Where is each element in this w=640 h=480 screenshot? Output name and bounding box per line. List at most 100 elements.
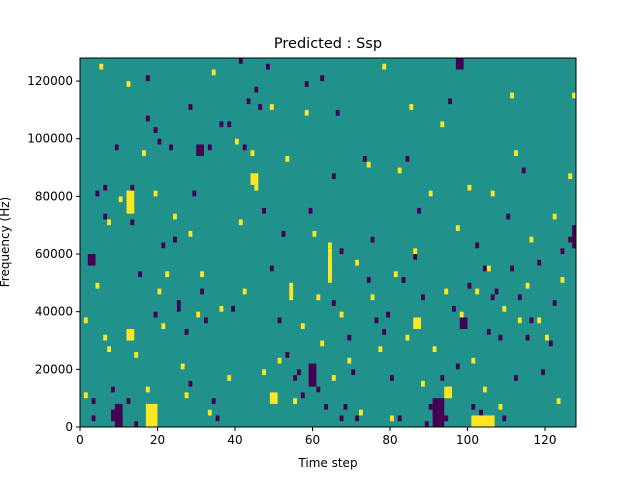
- low-value-cell: [490, 294, 495, 301]
- low-value-cell: [521, 167, 526, 174]
- high-value-cell: [483, 386, 487, 393]
- low-value-block: [114, 403, 123, 427]
- low-value-cell: [192, 190, 197, 197]
- high-value-cell: [207, 409, 212, 416]
- low-value-cell: [386, 311, 390, 318]
- low-value-cell: [362, 156, 367, 162]
- low-value-cell: [308, 207, 313, 214]
- low-value-cell: [269, 265, 274, 272]
- high-value-cell: [475, 288, 480, 295]
- low-value-cell: [103, 184, 108, 191]
- high-value-block: [413, 317, 421, 329]
- low-value-cell: [258, 104, 263, 110]
- low-value-cell: [262, 207, 266, 214]
- high-value-cell: [421, 380, 425, 387]
- low-value-cell: [114, 144, 119, 151]
- y-tick-label: 60000: [35, 247, 73, 261]
- low-value-cell: [510, 265, 514, 272]
- low-value-cell: [444, 415, 449, 422]
- high-value-block: [444, 386, 452, 399]
- low-value-cell: [266, 63, 270, 70]
- low-value-cell: [382, 328, 387, 335]
- low-value-cell: [242, 144, 247, 151]
- high-value-cell: [250, 150, 255, 157]
- high-value-cell: [331, 375, 336, 381]
- high-value-cell: [184, 392, 189, 399]
- low-value-cell: [111, 386, 115, 393]
- high-value-cell: [471, 357, 476, 364]
- high-value-cell: [107, 219, 111, 226]
- low-value-cell: [355, 415, 359, 422]
- low-value-cell: [339, 248, 344, 255]
- low-value-cell: [568, 236, 573, 243]
- high-value-cell: [568, 173, 573, 180]
- low-value-cell: [320, 75, 325, 82]
- high-value-cell: [277, 357, 282, 364]
- y-tick-label: 120000: [27, 74, 73, 88]
- low-value-cell: [227, 121, 232, 128]
- high-value-cell: [370, 294, 375, 301]
- low-value-cell: [246, 98, 251, 105]
- high-value-cell: [537, 317, 542, 324]
- low-value-cell: [560, 248, 565, 255]
- y-tick-label: 20000: [35, 362, 73, 376]
- low-value-cell: [452, 305, 456, 312]
- low-value-cell: [324, 403, 328, 410]
- high-value-cell: [107, 346, 111, 353]
- low-value-cell: [541, 369, 545, 376]
- y-tick-label: 100000: [27, 132, 73, 146]
- high-value-cell: [180, 363, 185, 370]
- high-value-cell: [486, 265, 491, 272]
- low-value-cell: [397, 415, 402, 422]
- low-value-cell: [339, 415, 344, 422]
- high-value-cell: [545, 334, 549, 341]
- low-value-cell: [374, 317, 379, 324]
- high-value-cell: [219, 305, 224, 312]
- low-value-cell: [486, 328, 491, 335]
- low-value-cell: [184, 328, 189, 335]
- high-value-block: [328, 248, 332, 283]
- high-value-block: [250, 173, 259, 185]
- high-value-cell: [161, 323, 166, 329]
- high-value-cell: [525, 282, 530, 289]
- low-value-cell: [471, 403, 476, 410]
- low-value-cell: [370, 236, 375, 243]
- low-value-cell: [111, 415, 115, 422]
- high-value-cell: [467, 184, 472, 191]
- low-value-cell: [300, 392, 305, 399]
- low-value-cell: [277, 317, 282, 324]
- low-value-cell: [231, 305, 235, 312]
- high-value-cell: [95, 282, 100, 289]
- low-value-cell: [428, 403, 433, 410]
- low-value-cell: [537, 259, 542, 266]
- high-value-block: [471, 415, 495, 427]
- high-value-cell: [393, 271, 398, 278]
- low-value-cell: [514, 375, 518, 381]
- high-value-cell: [254, 184, 259, 191]
- x-tick-label: 80: [382, 433, 397, 447]
- low-value-cell: [494, 288, 499, 295]
- high-value-cell: [200, 271, 204, 278]
- high-value-cell: [409, 104, 414, 110]
- high-value-cell: [118, 196, 123, 203]
- low-value-cell: [95, 190, 100, 197]
- low-value-block: [572, 225, 576, 249]
- low-value-cell: [421, 294, 425, 301]
- high-value-block: [289, 282, 294, 301]
- x-tick-label: 20: [150, 433, 165, 447]
- low-value-cells: [87, 58, 576, 427]
- high-value-cell: [145, 386, 150, 393]
- low-value-cell: [157, 138, 162, 145]
- low-value-cell: [455, 363, 460, 370]
- low-value-cell: [297, 369, 301, 376]
- high-value-cell: [432, 346, 437, 353]
- y-tick-label: 40000: [35, 305, 73, 319]
- low-value-cell: [134, 421, 139, 427]
- high-value-cell: [444, 288, 449, 295]
- high-value-cell: [552, 213, 557, 220]
- low-value-cell: [169, 144, 173, 151]
- low-value-cell: [111, 409, 115, 416]
- high-value-cell: [134, 352, 139, 358]
- low-value-cell: [335, 109, 340, 116]
